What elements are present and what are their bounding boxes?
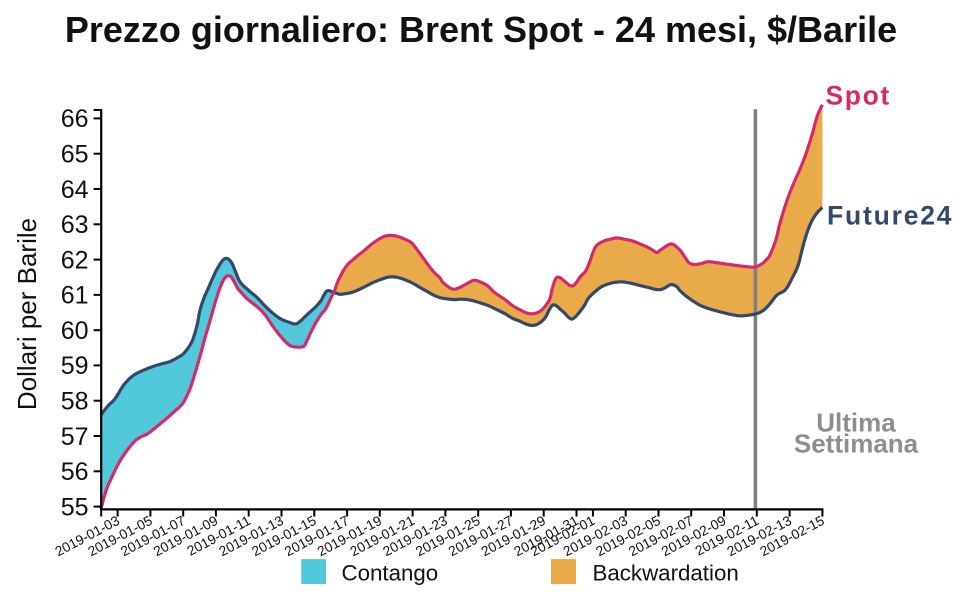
svg-text:60: 60 [61,317,89,345]
svg-text:56: 56 [61,458,89,486]
svg-text:64: 64 [61,176,89,204]
svg-text:Settimana: Settimana [794,429,919,459]
svg-text:57: 57 [61,423,89,451]
svg-text:Ultima: Ultima [816,408,896,438]
svg-text:62: 62 [61,246,89,274]
svg-text:59: 59 [61,352,89,380]
svg-text:63: 63 [61,211,89,239]
svg-text:Contango: Contango [342,561,439,586]
svg-text:58: 58 [61,388,89,416]
svg-text:Future24: Future24 [827,201,953,231]
svg-text:55: 55 [61,493,89,521]
svg-text:Prezzo giornaliero: Brent Spot: Prezzo giornaliero: Brent Spot - 24 mesi… [65,9,897,50]
svg-text:66: 66 [61,105,89,133]
svg-text:65: 65 [61,141,89,169]
svg-text:Dollari per Barile: Dollari per Barile [12,218,42,410]
svg-text:Spot: Spot [826,81,891,111]
svg-text:Backwardation: Backwardation [593,561,739,586]
svg-text:61: 61 [61,282,89,310]
